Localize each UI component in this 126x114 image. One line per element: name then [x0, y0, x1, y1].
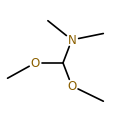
Text: N: N: [67, 34, 76, 47]
Text: O: O: [31, 57, 40, 70]
Text: O: O: [67, 80, 76, 93]
